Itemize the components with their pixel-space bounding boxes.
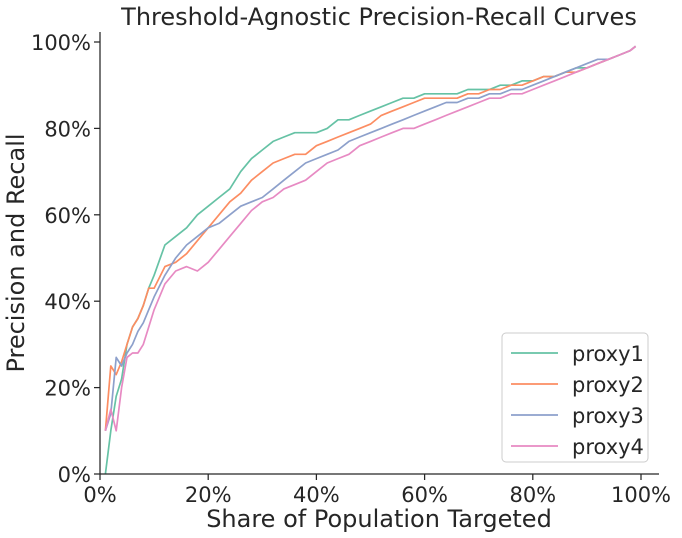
x-tick-label: 100% — [611, 483, 671, 507]
x-tick-label: 40% — [293, 483, 340, 507]
x-tick-label: 20% — [185, 483, 232, 507]
legend-label-proxy3: proxy3 — [572, 404, 644, 428]
y-tick-label: 80% — [44, 117, 91, 141]
y-axis-label: Precision and Recall — [2, 133, 30, 372]
x-tick-label: 60% — [401, 483, 448, 507]
plot-lines — [104, 45, 637, 475]
y-tick-label: 100% — [31, 31, 91, 55]
series-line-proxy2 — [104, 45, 637, 431]
y-ticks: 0% 20% 40% 60% 80% 100% — [31, 31, 100, 487]
y-tick-label: 60% — [44, 204, 91, 228]
legend: proxy1 proxy2 proxy3 proxy4 — [501, 332, 649, 463]
series-line-proxy4 — [104, 45, 637, 432]
legend-box — [501, 332, 649, 463]
legend-label-proxy1: proxy1 — [572, 342, 644, 366]
legend-label-proxy2: proxy2 — [572, 373, 644, 397]
series-line-proxy3 — [104, 45, 637, 432]
y-tick-label: 0% — [58, 463, 91, 487]
y-tick-label: 40% — [44, 290, 91, 314]
chart-title: Threshold-Agnostic Precision-Recall Curv… — [120, 3, 637, 31]
x-tick-label: 80% — [509, 483, 556, 507]
x-tick-label: 0% — [83, 483, 116, 507]
x-ticks: 0% 20% 40% 60% 80% 100% — [83, 474, 671, 507]
legend-label-proxy4: proxy4 — [572, 435, 644, 459]
x-axis-label: Share of Population Targeted — [206, 505, 552, 533]
y-tick-label: 20% — [44, 377, 91, 401]
